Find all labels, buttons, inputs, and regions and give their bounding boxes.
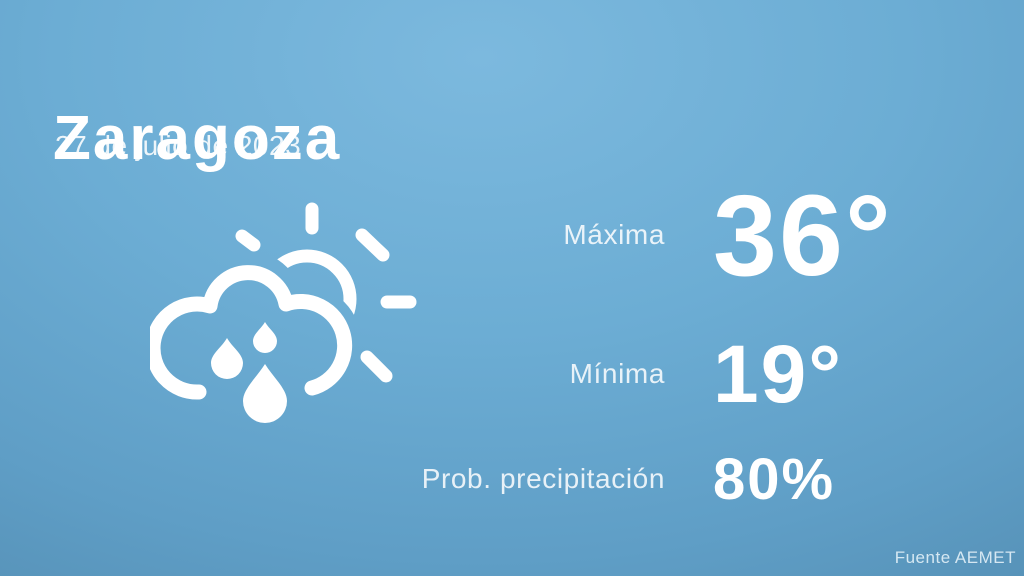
page-title: Zaragoza <box>53 103 342 173</box>
min-temp-label: Mínima <box>569 358 665 389</box>
source-attribution: Fuente AEMET <box>894 548 1016 567</box>
precipitation-value: 80% <box>713 447 836 512</box>
forecast-date: 27 de julio de 2023 <box>55 130 302 161</box>
sun-behind-rain-cloud-icon <box>145 190 430 435</box>
max-temp-label: Máxima <box>563 219 665 250</box>
max-temp-value: 36° <box>713 172 893 300</box>
min-temp-value: 19° <box>713 329 844 420</box>
precipitation-label: Prob. precipitación <box>421 463 665 494</box>
